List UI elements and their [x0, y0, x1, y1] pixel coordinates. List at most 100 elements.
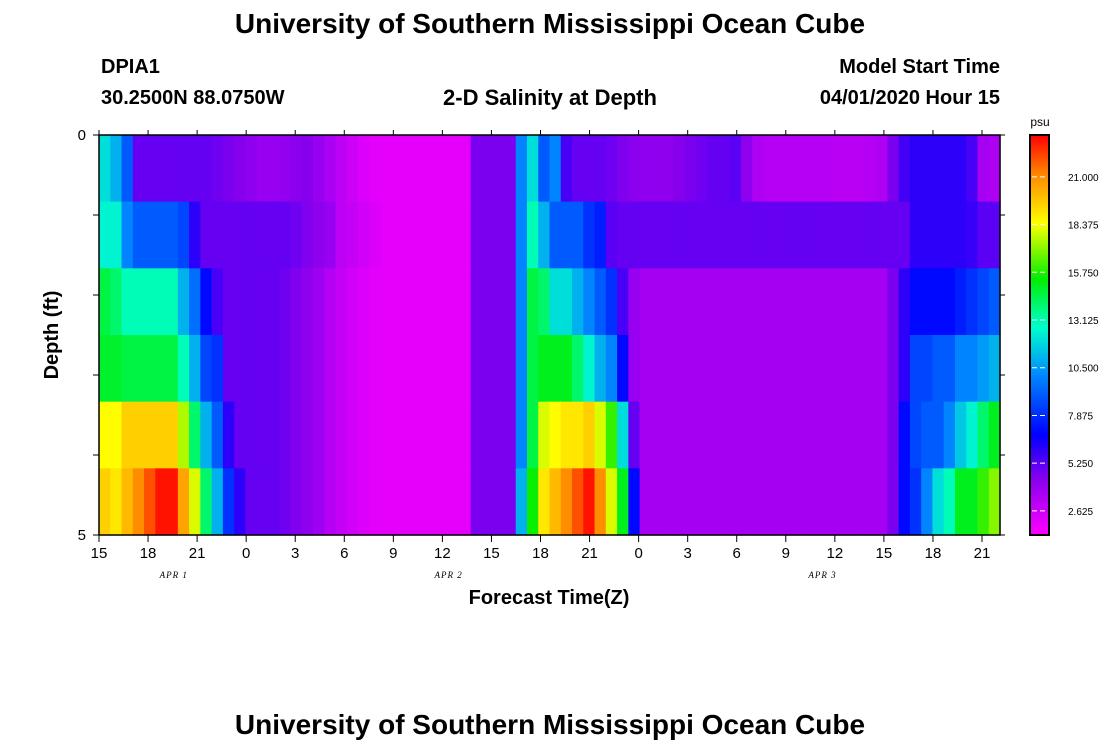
heatmap-cell: [560, 135, 573, 203]
heatmap-cell: [414, 135, 427, 203]
heatmap-cell: [189, 135, 201, 203]
heatmap-cell: [808, 335, 821, 403]
heatmap-cell: [909, 268, 922, 336]
heatmap-cell: [99, 468, 111, 536]
heatmap-cell: [312, 135, 325, 203]
heatmap-cell: [132, 401, 145, 469]
heatmap-cell: [414, 268, 427, 336]
heatmap-cell: [673, 135, 686, 203]
heatmap-cell: [842, 401, 855, 469]
model-start-label: Model Start Time: [839, 56, 1000, 78]
heatmap-cell: [470, 335, 483, 403]
station-id: DPIA1: [101, 56, 160, 78]
heatmap-cell: [921, 401, 934, 469]
heatmap-cell: [842, 135, 855, 203]
heatmap-cell: [988, 468, 1001, 536]
heatmap-cell: [346, 201, 359, 269]
heatmap-cells: [99, 135, 1001, 536]
heatmap-cell: [436, 201, 449, 269]
heatmap-cell: [267, 201, 280, 269]
heatmap-cell: [234, 335, 247, 403]
heatmap-cell: [358, 468, 370, 536]
heatmap-cell: [943, 401, 956, 469]
heatmap-cell: [639, 268, 652, 336]
heatmap-cell: [650, 268, 663, 336]
heatmap-cell: [346, 335, 359, 403]
heatmap-cell: [954, 135, 967, 203]
heatmap-cell: [425, 401, 438, 469]
heatmap-cell: [132, 201, 145, 269]
heatmap-cell: [166, 268, 179, 336]
x-tick-label: 3: [684, 545, 692, 562]
heatmap-cell: [538, 268, 551, 336]
plot-title: 2-D Salinity at Depth: [443, 85, 657, 110]
heatmap-cell: [290, 268, 303, 336]
heatmap-cell: [797, 135, 810, 203]
heatmap-cell: [481, 135, 494, 203]
heatmap-cell: [729, 201, 742, 269]
heatmap-cell: [831, 135, 843, 203]
heatmap-cell: [695, 201, 708, 269]
heatmap-cell: [538, 135, 551, 203]
heatmap-cell: [583, 201, 596, 269]
heatmap-cell: [110, 335, 123, 403]
heatmap-cell: [583, 268, 596, 336]
heatmap-cell: [335, 135, 348, 203]
heatmap-cell: [301, 468, 314, 536]
heatmap-cell: [256, 401, 269, 469]
heatmap-cell: [256, 135, 269, 203]
date-labels: APR 1 APR 2 APR 3: [159, 570, 836, 580]
heatmap-cell: [729, 468, 742, 536]
heatmap-cell: [470, 468, 483, 536]
heatmap-cell: [436, 468, 449, 536]
heatmap-cell: [335, 268, 348, 336]
heatmap-cell: [819, 201, 832, 269]
heatmap-cell: [887, 401, 900, 469]
heatmap-cell: [560, 468, 573, 536]
x-axis: 15 18 21 0 3 6 9 12 15 18 21 0 3 6 9 12 15 18 21: [91, 130, 990, 562]
heatmap-cell: [617, 335, 629, 403]
heatmap-cell: [459, 335, 472, 403]
heatmap-cell: [909, 401, 922, 469]
heatmap-cell: [763, 468, 776, 536]
heatmap-cell: [718, 335, 731, 403]
heatmap-cell: [290, 201, 303, 269]
heatmap-cell: [234, 201, 247, 269]
heatmap-cell: [211, 135, 224, 203]
heatmap-cell: [977, 401, 990, 469]
heatmap-cell: [493, 401, 506, 469]
heatmap-cell: [166, 201, 179, 269]
heatmap-cell: [222, 468, 235, 536]
heatmap-cell: [797, 401, 810, 469]
heatmap-cell: [358, 401, 370, 469]
heatmap-cell: [481, 201, 494, 269]
heatmap-cell: [662, 335, 674, 403]
heatmap-cell: [831, 335, 843, 403]
heatmap-cell: [673, 335, 686, 403]
heatmap-cell: [144, 468, 156, 536]
heatmap-cell: [110, 135, 123, 203]
heatmap-cell: [988, 401, 1001, 469]
heatmap-cell: [763, 401, 776, 469]
heatmap-cell: [515, 468, 528, 536]
heatmap-cell: [594, 135, 607, 203]
heatmap-cell: [819, 135, 832, 203]
footer-title: University of Southern Mississippi Ocean…: [234, 709, 866, 740]
x-tick-label: 18: [532, 545, 549, 562]
heatmap-cell: [583, 468, 596, 536]
heatmap-cell: [177, 135, 190, 203]
heatmap-cell: [560, 401, 573, 469]
heatmap-cell: [831, 268, 843, 336]
heatmap-cell: [470, 135, 483, 203]
heatmap-cell: [538, 468, 551, 536]
x-tick-label: 18: [140, 545, 157, 562]
heatmap-cell: [448, 135, 460, 203]
heatmap-cell: [312, 268, 325, 336]
heatmap-cell: [200, 468, 213, 536]
heatmap-cell: [526, 468, 539, 536]
heatmap-cell: [831, 468, 843, 536]
date-label: APR 2: [433, 570, 462, 580]
heatmap-cell: [887, 268, 900, 336]
heatmap-cell: [808, 401, 821, 469]
heatmap-cell: [966, 468, 979, 536]
